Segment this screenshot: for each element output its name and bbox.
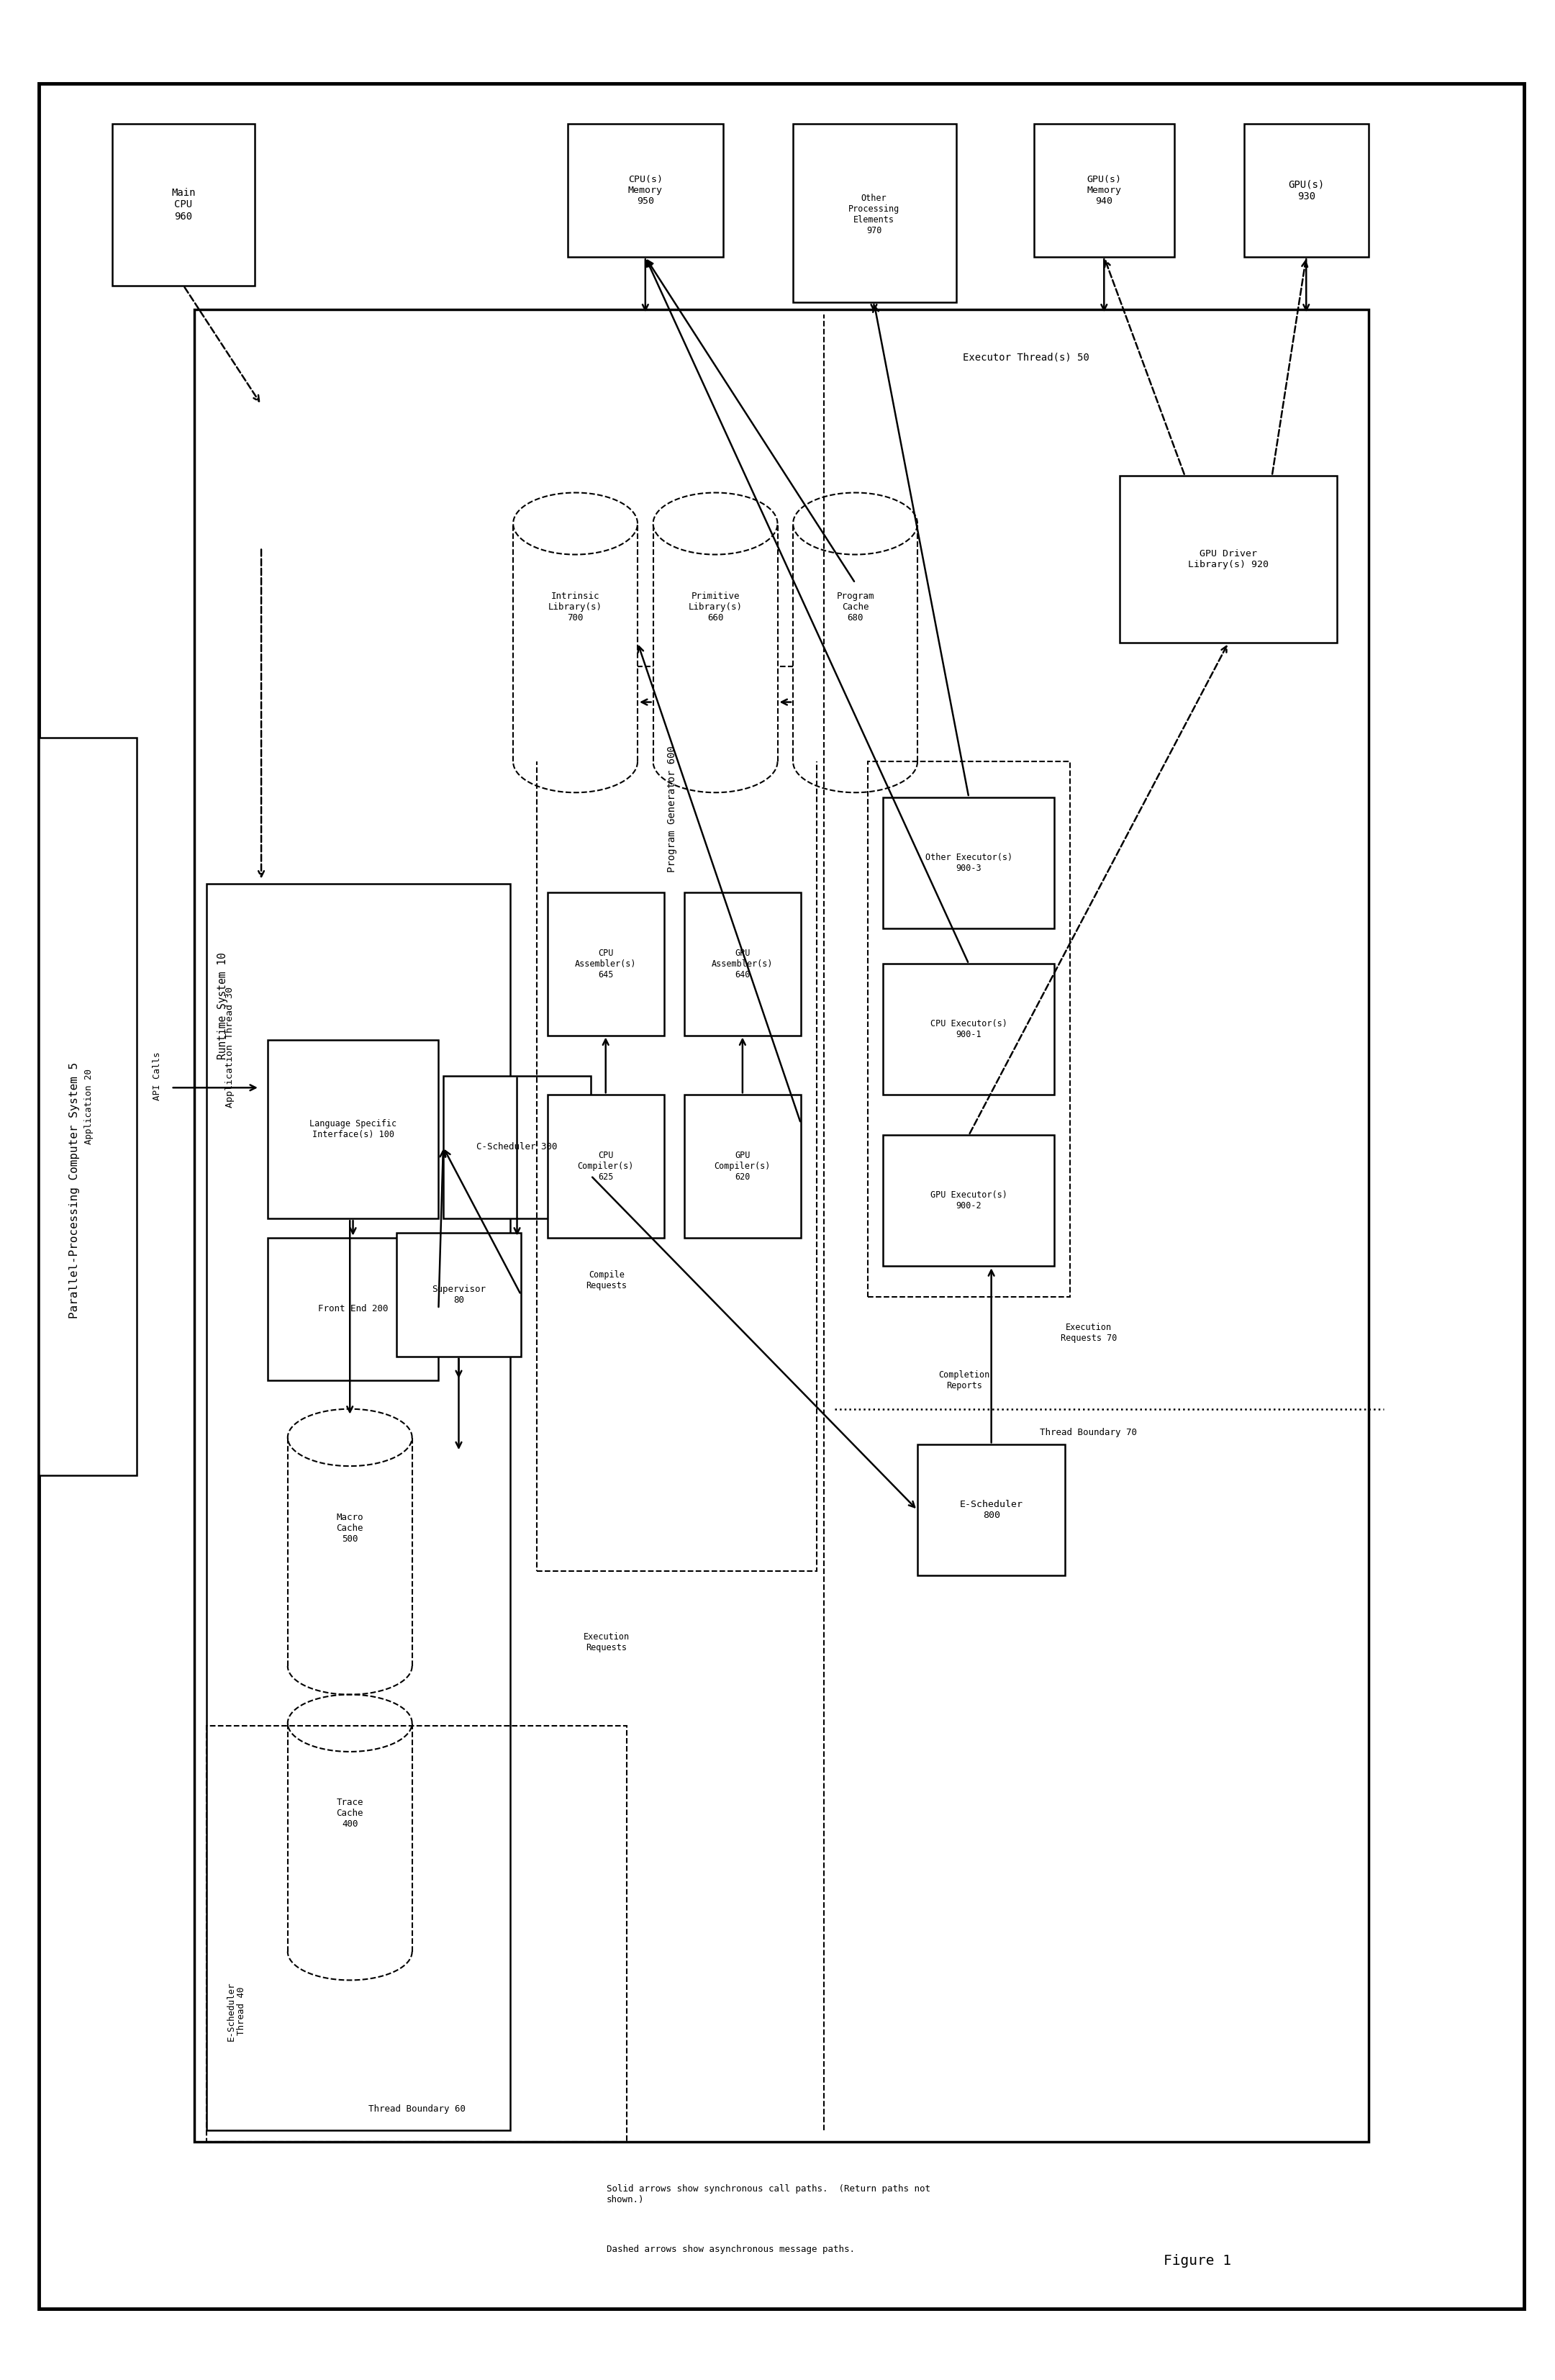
FancyBboxPatch shape [39, 738, 137, 1476]
Text: Executor Thread(s) 50: Executor Thread(s) 50 [963, 352, 1090, 362]
Text: Program
Cache
680: Program Cache 680 [837, 590, 874, 624]
FancyBboxPatch shape [1120, 476, 1337, 643]
FancyBboxPatch shape [793, 524, 917, 762]
FancyBboxPatch shape [653, 524, 778, 762]
Text: Front End 200: Front End 200 [317, 1304, 389, 1314]
Text: Supervisor
80: Supervisor 80 [432, 1285, 485, 1304]
Text: E-Scheduler
800: E-Scheduler 800 [959, 1499, 1023, 1521]
Text: GPU
Assembler(s)
640: GPU Assembler(s) 640 [712, 947, 773, 981]
FancyBboxPatch shape [568, 124, 723, 257]
FancyBboxPatch shape [547, 892, 664, 1035]
Text: Figure 1: Figure 1 [1163, 2254, 1232, 2268]
FancyBboxPatch shape [883, 1135, 1054, 1266]
FancyBboxPatch shape [194, 309, 1368, 2142]
Text: Dashed arrows show asynchronous message paths.: Dashed arrows show asynchronous message … [606, 2244, 855, 2254]
Text: Program Generator 600: Program Generator 600 [667, 745, 676, 873]
Text: Primitive
Library(s)
660: Primitive Library(s) 660 [689, 590, 742, 624]
Text: E-Scheduler
Thread 40: E-Scheduler Thread 40 [227, 1983, 246, 2040]
FancyBboxPatch shape [443, 1076, 591, 1219]
Text: Compile
Requests: Compile Requests [586, 1271, 627, 1290]
Text: Trace
Cache
400: Trace Cache 400 [336, 1797, 364, 1830]
Text: API Calls: API Calls [152, 1052, 162, 1100]
FancyBboxPatch shape [1034, 124, 1174, 257]
FancyBboxPatch shape [1244, 124, 1368, 257]
Text: GPU(s)
Memory
940: GPU(s) Memory 940 [1087, 174, 1121, 207]
FancyBboxPatch shape [883, 964, 1054, 1095]
Text: GPU Driver
Library(s) 920: GPU Driver Library(s) 920 [1188, 550, 1269, 569]
FancyBboxPatch shape [684, 892, 801, 1035]
Text: Other
Processing
Elements
970: Other Processing Elements 970 [849, 193, 899, 236]
Text: Execution
Requests: Execution Requests [583, 1633, 630, 1652]
Text: CPU
Assembler(s)
645: CPU Assembler(s) 645 [575, 947, 636, 981]
Text: Application Thread 30: Application Thread 30 [225, 988, 235, 1107]
FancyBboxPatch shape [207, 883, 510, 2130]
Text: Macro
Cache
500: Macro Cache 500 [336, 1511, 364, 1545]
FancyBboxPatch shape [684, 1095, 801, 1238]
Text: CPU
Compiler(s)
625: CPU Compiler(s) 625 [577, 1150, 634, 1183]
Text: Runtime System 10: Runtime System 10 [218, 952, 227, 1059]
FancyBboxPatch shape [513, 524, 638, 762]
FancyBboxPatch shape [793, 124, 956, 302]
Text: Application 20: Application 20 [84, 1069, 93, 1145]
Text: Execution
Requests 70: Execution Requests 70 [1061, 1323, 1116, 1342]
Text: Language Specific
Interface(s) 100: Language Specific Interface(s) 100 [309, 1119, 397, 1140]
Text: CPU(s)
Memory
950: CPU(s) Memory 950 [628, 174, 662, 207]
FancyBboxPatch shape [39, 83, 1524, 2309]
Text: GPU
Compiler(s)
620: GPU Compiler(s) 620 [714, 1150, 771, 1183]
Text: Parallel-Processing Computer System 5: Parallel-Processing Computer System 5 [70, 1061, 79, 1319]
FancyBboxPatch shape [397, 1233, 521, 1357]
Text: Other Executor(s)
900-3: Other Executor(s) 900-3 [925, 852, 1012, 873]
FancyBboxPatch shape [267, 1238, 439, 1380]
FancyBboxPatch shape [288, 1723, 412, 1952]
Text: Thread Boundary 70: Thread Boundary 70 [1040, 1428, 1137, 1438]
FancyBboxPatch shape [883, 797, 1054, 928]
Text: Solid arrows show synchronous call paths.  (Return paths not
shown.): Solid arrows show synchronous call paths… [606, 2185, 930, 2204]
Text: Thread Boundary 60: Thread Boundary 60 [369, 2104, 465, 2113]
FancyBboxPatch shape [288, 1438, 412, 1666]
Text: C-Scheduler 300: C-Scheduler 300 [476, 1142, 558, 1152]
FancyBboxPatch shape [917, 1445, 1065, 1576]
FancyBboxPatch shape [547, 1095, 664, 1238]
FancyBboxPatch shape [112, 124, 255, 286]
Text: GPU(s)
930: GPU(s) 930 [1288, 178, 1325, 202]
Text: Intrinsic
Library(s)
700: Intrinsic Library(s) 700 [549, 590, 602, 624]
FancyBboxPatch shape [267, 1040, 439, 1219]
Text: CPU Executor(s)
900-1: CPU Executor(s) 900-1 [930, 1019, 1008, 1040]
Text: Main
CPU
960: Main CPU 960 [171, 188, 196, 221]
Text: GPU Executor(s)
900-2: GPU Executor(s) 900-2 [930, 1190, 1008, 1211]
Text: Completion
Reports: Completion Reports [939, 1371, 989, 1390]
